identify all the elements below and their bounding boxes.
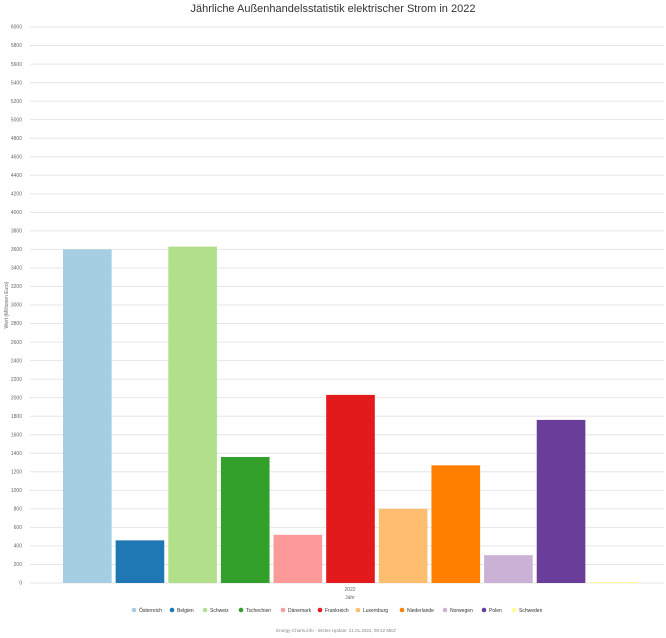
bar-schweiz[interactable]	[168, 246, 217, 583]
y-tick-label: 4600	[11, 154, 22, 160]
legend-marker	[280, 607, 286, 613]
y-tick-label: 4400	[11, 173, 22, 179]
legend-label: Schweden	[519, 608, 543, 614]
y-tick-label: 0	[19, 581, 22, 587]
y-axis-ticks: 0 200 400 600 800 1000 1200 1400 1600 1800 2000 220…	[11, 25, 22, 587]
legend: Österreich Belgien Schweiz Tschechien Dänema…	[131, 607, 543, 614]
y-tick-label: 4000	[11, 210, 22, 216]
y-tick-label: 5800	[11, 43, 22, 49]
legend-marker	[238, 607, 244, 613]
y-tick-label: 3600	[11, 247, 22, 253]
y-tick-label: 2000	[11, 395, 22, 401]
y-tick-label: 3000	[11, 303, 22, 309]
legend-item-österreich[interactable]: Österreich	[131, 607, 163, 614]
y-tick-label: 5400	[11, 80, 22, 86]
y-tick-label: 2400	[11, 358, 22, 364]
legend-label: Niederlande	[407, 608, 434, 614]
y-tick-label: 3200	[11, 284, 22, 290]
y-tick-label: 5600	[11, 62, 22, 68]
legend-label: Tschechien	[246, 608, 271, 614]
legend-marker	[317, 607, 323, 613]
legend-marker	[202, 607, 208, 613]
bar-frankreich[interactable]	[326, 394, 375, 583]
y-tick-label: 1000	[11, 488, 22, 494]
x-axis-title: Jahr	[345, 595, 355, 601]
bar-belgien[interactable]	[115, 540, 165, 583]
y-tick-label: 5000	[11, 117, 22, 123]
legend-label: Österreich	[139, 607, 162, 614]
y-tick-label: 1800	[11, 414, 22, 420]
y-tick-label: 2200	[11, 377, 22, 383]
bar-polen[interactable]	[536, 419, 586, 583]
legend-marker	[131, 607, 137, 613]
y-tick-label: 1400	[11, 451, 22, 457]
legend-marker	[511, 607, 517, 613]
legend-item-luxemburg[interactable]: Luxemburg	[355, 607, 389, 614]
legend-marker	[355, 607, 361, 613]
y-tick-label: 600	[14, 525, 23, 531]
bar-schweden[interactable]	[589, 582, 638, 584]
legend-label: Polen	[489, 608, 502, 614]
legend-item-frankreich[interactable]: Frankreich	[317, 607, 349, 614]
legend-marker	[169, 607, 175, 613]
chart-title: Jährliche Außenhandelsstatistik elektris…	[191, 3, 476, 15]
credits-text: Energy-Charts.info - letztes Update: 21.…	[276, 628, 396, 633]
legend-label: Dänemark	[288, 608, 312, 614]
y-tick-label: 2800	[11, 321, 22, 327]
y-tick-label: 1200	[11, 470, 22, 476]
bar-dänemark[interactable]	[273, 534, 323, 583]
legend-marker	[481, 607, 487, 613]
y-tick-label: 800	[14, 507, 23, 513]
y-tick-label: 3400	[11, 266, 22, 272]
legend-label: Luxemburg	[363, 608, 388, 614]
bar-niederlande[interactable]	[431, 465, 481, 583]
y-tick-label: 200	[14, 562, 23, 568]
y-tick-label: 4800	[11, 136, 22, 142]
x-tick-label: 2022	[344, 587, 355, 593]
legend-item-tschechien[interactable]: Tschechien	[238, 607, 272, 614]
legend-marker	[442, 607, 448, 613]
legend-item-polen[interactable]: Polen	[481, 607, 502, 614]
bar-luxemburg[interactable]	[378, 508, 428, 583]
legend-label: Norwegen	[450, 608, 473, 614]
bar-norwegen[interactable]	[484, 555, 533, 583]
legend-label: Frankreich	[325, 608, 349, 614]
y-tick-label: 2600	[11, 340, 22, 346]
legend-item-norwegen[interactable]: Norwegen	[442, 607, 473, 614]
y-tick-label: 3800	[11, 229, 22, 235]
bar-tschechien[interactable]	[220, 456, 270, 583]
y-tick-label: 5200	[11, 99, 22, 105]
legend-item-belgien[interactable]: Belgien	[169, 607, 194, 614]
legend-label: Schweiz	[210, 608, 229, 614]
bars	[63, 246, 638, 584]
legend-item-niederlande[interactable]: Niederlande	[399, 607, 434, 614]
bar-österreich[interactable]	[63, 249, 112, 583]
y-tick-label: 1600	[11, 432, 22, 438]
legend-label: Belgien	[177, 608, 194, 614]
y-axis-title: Wert (Millionen Euro)	[4, 281, 10, 328]
gridlines	[30, 26, 664, 584]
y-tick-label: 6000	[11, 25, 22, 31]
y-tick-label: 4200	[11, 192, 22, 198]
legend-item-dänemark[interactable]: Dänemark	[280, 607, 312, 614]
legend-marker	[399, 607, 405, 613]
legend-item-schweiz[interactable]: Schweiz	[202, 607, 229, 614]
y-tick-label: 400	[14, 544, 23, 550]
legend-item-schweden[interactable]: Schweden	[511, 607, 543, 614]
